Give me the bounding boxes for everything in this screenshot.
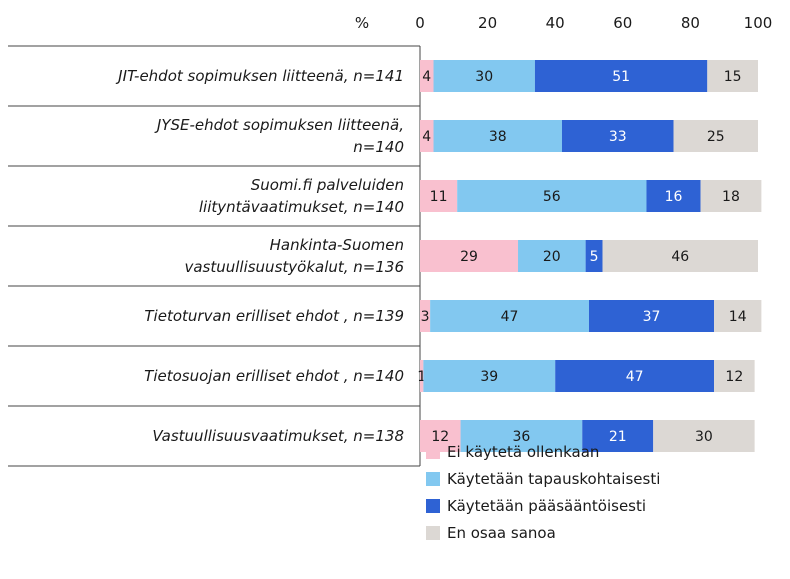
bar-segment	[420, 60, 434, 92]
bar-segment	[700, 180, 762, 212]
x-tick-label: 0	[415, 14, 425, 32]
bar-segment	[423, 360, 556, 392]
bar-value-label: 47	[501, 309, 519, 325]
x-tick-label: 80	[681, 14, 700, 32]
bar-segment	[561, 120, 674, 152]
bar-value-label: 1	[417, 369, 426, 385]
bar-value-label: 14	[729, 309, 747, 325]
category-label: JYSE-ehdot sopimuksen liitteenä,	[154, 116, 404, 134]
bar-segment	[430, 300, 589, 332]
bar-segment	[433, 120, 562, 152]
bar-segment	[420, 240, 519, 272]
bar-segment	[582, 420, 654, 452]
x-tick-label: 20	[478, 14, 497, 32]
bar-value-label: 12	[431, 429, 449, 445]
row-separators	[8, 45, 421, 467]
bar-value-label: 5	[590, 249, 599, 265]
category-label: JIT-ehdot sopimuksen liitteenä, n=141	[115, 67, 404, 85]
bar-segment	[534, 60, 708, 92]
bar-segment	[673, 120, 758, 152]
bar-value-label: 37	[643, 309, 661, 325]
bars: 4 30 51 15 4 38 33 25 11 56 16 18 29 20 5 46 3 47 37 14 1 39 4…	[417, 60, 762, 452]
bar-value-label: 30	[695, 429, 713, 445]
bar-value-label: 4	[422, 129, 431, 145]
x-tick-label: 60	[613, 14, 632, 32]
legend: Ei käytetä ollenkaan Käytetään tapauskoht…	[426, 443, 660, 542]
legend-swatch	[426, 472, 440, 486]
bar-value-label: 16	[665, 189, 683, 205]
bar-value-label: 11	[430, 189, 448, 205]
legend-label: Käytetään pääsääntöisesti	[447, 497, 646, 515]
bar-value-label: 12	[725, 369, 743, 385]
bar-value-label: 47	[626, 369, 644, 385]
bar-segment	[653, 420, 755, 452]
bar-value-label: 21	[609, 429, 627, 445]
bar-segment	[602, 240, 758, 272]
bar-value-label: 29	[460, 249, 478, 265]
bar-segment	[646, 180, 701, 212]
bar-value-label: 36	[512, 429, 530, 445]
legend-swatch	[426, 445, 440, 459]
legend-label: Käytetään tapauskohtaisesti	[447, 470, 660, 488]
category-label: Vastuullisuusvaatimukset, n=138	[152, 427, 404, 445]
legend-swatch	[426, 499, 440, 513]
bar-segment	[589, 300, 715, 332]
bar-value-label: 25	[707, 129, 725, 145]
category-labels: JIT-ehdot sopimuksen liitteenä, n=141 JYS…	[115, 67, 404, 445]
category-label: Suomi.fi palveluiden	[251, 176, 404, 194]
bar-value-label: 18	[722, 189, 740, 205]
category-label: Hankinta-Suomen	[270, 236, 404, 254]
legend-swatch	[426, 526, 440, 540]
bar-segment	[585, 240, 603, 272]
bar-value-label: 3	[421, 309, 430, 325]
bar-value-label: 38	[489, 129, 507, 145]
bar-segment	[714, 300, 762, 332]
category-label: Tietosuojan erilliset ehdot , n=140	[144, 367, 404, 385]
x-tick-label: 40	[546, 14, 565, 32]
bar-value-label: 33	[609, 129, 627, 145]
bar-segment	[460, 420, 583, 452]
bar-segment	[707, 60, 758, 92]
bar-value-label: 56	[543, 189, 561, 205]
bar-value-label: 30	[475, 69, 493, 85]
bar-value-label: 15	[724, 69, 742, 85]
category-label: liityntävaatimukset, n=140	[199, 198, 404, 216]
bar-segment	[433, 60, 535, 92]
bar-segment	[518, 240, 586, 272]
x-tick-label: 100	[744, 14, 773, 32]
category-label: Tietoturvan erilliset ehdot , n=139	[144, 307, 404, 325]
bar-value-label: 39	[480, 369, 498, 385]
category-label: n=140	[353, 138, 404, 156]
category-label: vastuullisuustyökalut, n=136	[184, 258, 404, 276]
bar-segment	[420, 180, 458, 212]
axis-unit-label: %	[355, 14, 369, 32]
legend-label: Ei käytetä ollenkaan	[447, 443, 599, 461]
bar-segment	[714, 360, 755, 392]
bar-value-label: 20	[543, 249, 561, 265]
bar-segment	[420, 360, 424, 392]
bar-segment	[457, 180, 647, 212]
legend-label: En osaa sanoa	[447, 524, 556, 542]
bar-segment	[420, 120, 434, 152]
bar-value-label: 51	[612, 69, 630, 85]
x-axis-ticks: 0 20 40 60 80 100	[415, 14, 772, 32]
bar-value-label: 4	[422, 69, 431, 85]
bar-value-label: 46	[671, 249, 689, 265]
bar-segment	[555, 360, 715, 392]
bar-segment	[420, 300, 431, 332]
